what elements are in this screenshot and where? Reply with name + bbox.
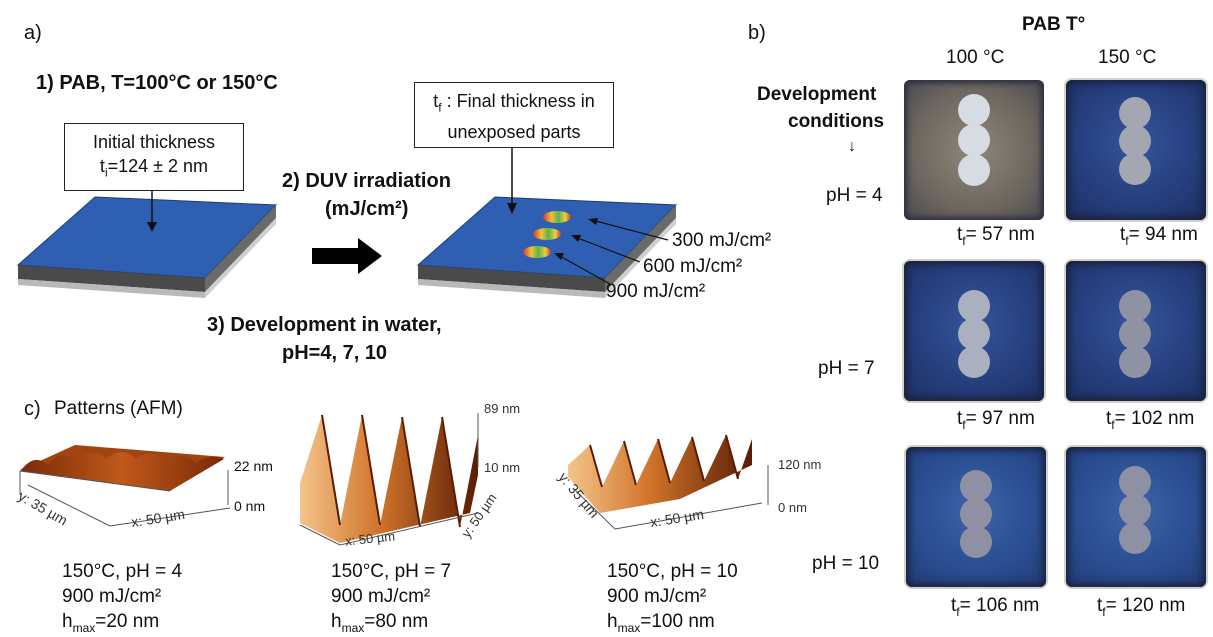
afm2-zmax: 89 nm [484,401,521,416]
left-wafer [16,196,278,298]
panel-b-label: b) [748,22,766,44]
dot [958,290,990,322]
afm1-h: hmax=20 nm [62,611,160,635]
spot-300 [543,211,571,223]
afm2-zmin: 10 nm [484,460,521,475]
afm2-cond: 150°C, pH = 7 [331,561,452,582]
dot [1119,97,1151,129]
dot [958,154,990,186]
dot [958,94,990,126]
dose-900: 900 mJ/cm² [606,281,706,302]
dev-label-2: conditions [788,111,885,132]
afm1-cond: 150°C, pH = 4 [62,561,183,582]
dot [1119,125,1151,157]
spot-600 [533,228,561,240]
step2-label-2: (mJ/cm²) [325,198,409,220]
initial-thickness-box: Initial thickness ti=124 ± 2 nm [64,123,244,191]
dose-600: 600 mJ/cm² [643,256,743,277]
afm2-h: hmax=80 nm [331,611,429,635]
afm3-zmax: 120 nm [778,457,822,472]
ph-4-label: pH = 4 [826,185,883,206]
col-header-100: 100 °C [946,47,1005,68]
initial-thickness-line2: ti=124 ± 2 nm [99,156,209,180]
tf-100c-ph10: tf= 106 nm [951,595,1040,619]
step3-label-2: pH=4, 7, 10 [282,342,388,364]
wafer-diagram [16,141,678,298]
afm-plots [19,413,769,546]
afm-plot-2 [299,413,479,546]
dot [1119,494,1151,526]
dot [958,318,990,350]
dose-300: 300 mJ/cm² [672,230,772,251]
tf-150c-ph4: tf= 94 nm [1120,224,1198,248]
tf-150c-ph10: tf= 120 nm [1097,595,1186,619]
step2-label-1: 2) DUV irradiation [282,170,451,192]
dot [1119,522,1151,554]
dot [960,470,992,502]
tf-100c-ph7: tf= 97 nm [957,408,1035,432]
tf-150c-ph7: tf= 102 nm [1106,408,1195,432]
final-thickness-box: tf : Final thickness in unexposed parts [414,82,614,148]
afm1-zmax: 22 nm [234,458,273,474]
pab-title: PAB T° [1022,14,1086,35]
dot [1119,318,1151,350]
dev-arrow: ↓ [848,138,856,155]
dot [960,498,992,530]
panel-c-label: c) [24,398,41,420]
dot [958,124,990,156]
afm-plot-3 [568,434,769,530]
afm2-dose: 900 mJ/cm² [331,586,431,607]
ph-7-label: pH = 7 [818,358,875,379]
initial-thickness-line1: Initial thickness [92,132,216,152]
step3-label-1: 3) Development in water, [207,314,442,336]
afm1-dose: 900 mJ/cm² [62,586,162,607]
afm3-h: hmax=100 nm [607,611,715,635]
ph-10-label: pH = 10 [812,553,880,574]
dot [1119,153,1151,185]
afm1-zmin: 0 nm [234,498,266,514]
col-header-150: 150 °C [1098,47,1157,68]
tf-100c-ph4: tf= 57 nm [957,224,1035,248]
spot-900 [523,246,551,258]
process-arrow [312,238,382,274]
dot [958,346,990,378]
afm3-cond: 150°C, pH = 10 [607,561,738,582]
afm-title: Patterns (AFM) [54,398,183,419]
dot [1119,466,1151,498]
afm3-zmin: 0 nm [778,500,807,515]
dot [960,526,992,558]
step1-label: 1) PAB, T=100°C or 150°C [36,72,278,94]
afm-plot-1 [19,445,231,527]
panel-a-label: a) [24,22,42,44]
dot [1119,346,1151,378]
afm3-dose: 900 mJ/cm² [607,586,707,607]
dev-label-1: Development [757,84,877,105]
dot [1119,290,1151,322]
